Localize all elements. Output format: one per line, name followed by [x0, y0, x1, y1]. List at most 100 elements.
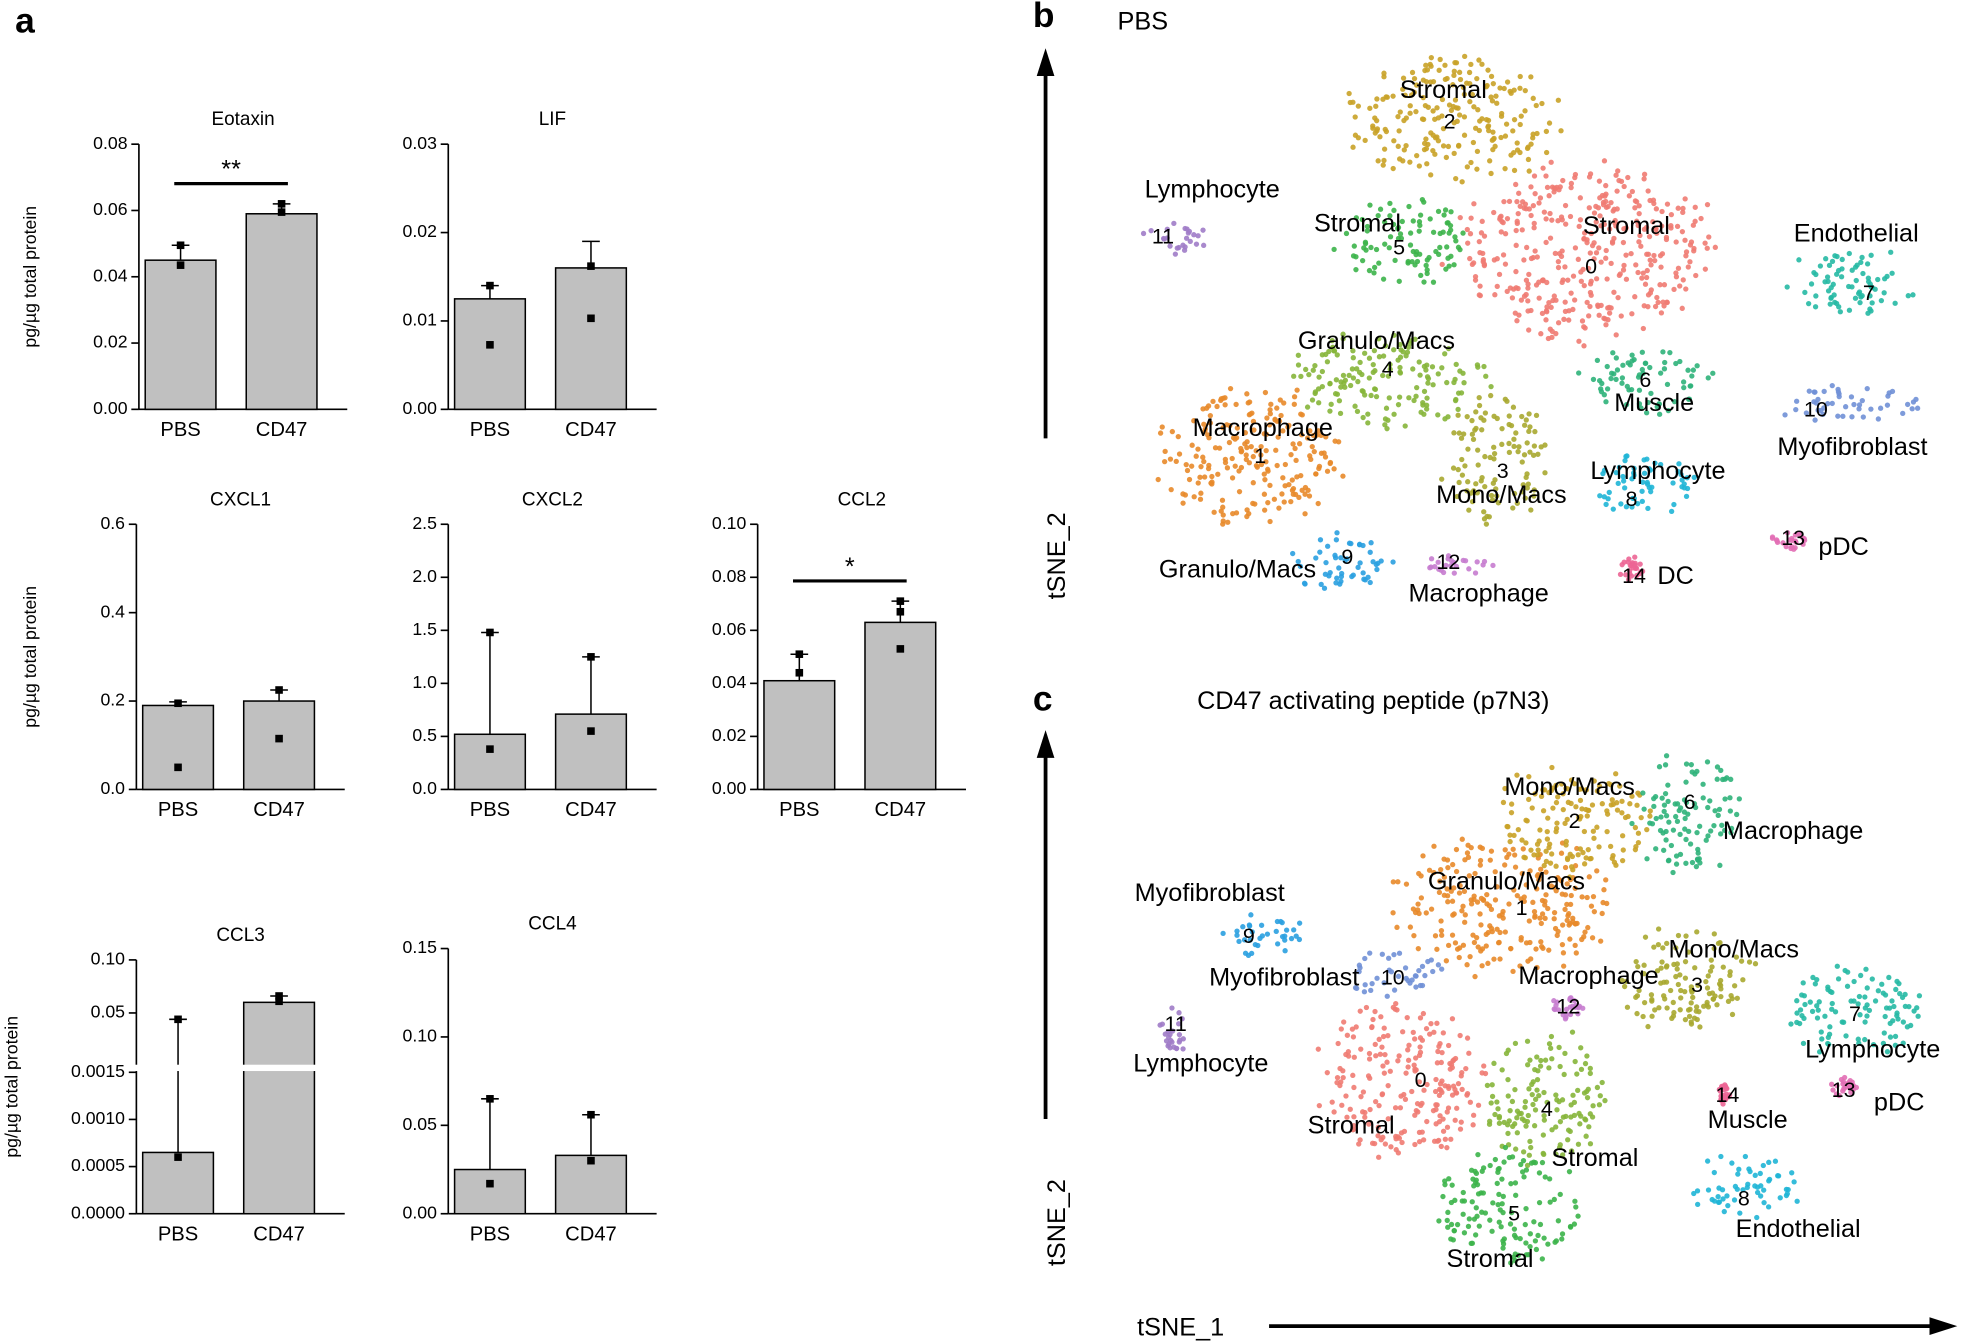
cell [1405, 1064, 1411, 1070]
cell [1656, 1005, 1662, 1011]
cell [1455, 412, 1461, 418]
cell [1664, 1005, 1670, 1011]
cell [1473, 1177, 1479, 1183]
cell [1202, 474, 1208, 480]
cell [1593, 276, 1600, 282]
cell [1461, 132, 1468, 138]
cell [1479, 116, 1485, 122]
cell [1702, 266, 1709, 272]
cell [1428, 1021, 1434, 1027]
cell [1626, 556, 1632, 562]
cluster-label: Macrophage [1193, 414, 1333, 442]
cell [1505, 1093, 1511, 1099]
cell [1904, 1024, 1911, 1030]
x-tick-label: CD47 [565, 419, 617, 441]
bar [453, 1168, 527, 1215]
cell [1184, 467, 1191, 474]
cell [1279, 934, 1286, 940]
cell [1505, 1076, 1511, 1083]
cell [1796, 257, 1802, 263]
cell [1438, 567, 1444, 573]
cell [1619, 977, 1625, 984]
cell [1501, 1159, 1507, 1165]
cell [1644, 856, 1650, 862]
cell [1567, 901, 1574, 907]
cell [1642, 281, 1649, 287]
cell [1267, 518, 1273, 525]
cell [1323, 434, 1329, 440]
cell [1488, 383, 1494, 390]
cell [1435, 559, 1441, 565]
cell [1498, 229, 1504, 235]
cell [1860, 414, 1866, 420]
cell [1838, 274, 1845, 280]
cell [1416, 228, 1422, 234]
cell [1446, 1176, 1452, 1182]
cell [1683, 253, 1689, 259]
cell [1568, 290, 1574, 296]
cell [1480, 1190, 1487, 1196]
cell [1561, 1071, 1567, 1078]
cell [1707, 968, 1714, 974]
cell [1334, 1074, 1341, 1081]
cell [1523, 840, 1529, 846]
cell [1564, 1011, 1570, 1017]
cell [1581, 236, 1587, 242]
cell [1401, 147, 1407, 153]
cell [1563, 1113, 1569, 1120]
cell [1520, 1158, 1527, 1164]
cell [1200, 227, 1206, 233]
cell [1546, 1041, 1553, 1047]
cell [1502, 847, 1508, 853]
cell [1536, 1199, 1543, 1206]
cell [1346, 90, 1352, 97]
cluster-label: Mono/Macs [1504, 773, 1635, 801]
cell [1603, 877, 1609, 883]
cell [1338, 384, 1344, 390]
cell [1180, 1046, 1186, 1052]
cell [1523, 1252, 1530, 1258]
cell [1815, 396, 1821, 403]
cell [1508, 1181, 1514, 1187]
cell [1538, 793, 1545, 800]
cell [1187, 238, 1193, 245]
cell [1549, 1056, 1555, 1062]
cell [1565, 1127, 1572, 1133]
cell [1825, 1034, 1831, 1040]
cell [1538, 920, 1544, 927]
cell [1603, 198, 1609, 205]
cell [1318, 432, 1324, 439]
cell [1543, 216, 1549, 222]
cell [1833, 1091, 1840, 1097]
cell [1524, 440, 1530, 446]
cell [1523, 417, 1529, 423]
significance-label: ** [221, 156, 241, 184]
cell [1501, 198, 1507, 205]
cell [1494, 100, 1500, 106]
cell [1395, 973, 1402, 979]
cell [1572, 885, 1578, 891]
cell [1821, 388, 1827, 395]
cell [1654, 294, 1660, 301]
cluster-id: 7 [1849, 1002, 1861, 1026]
cell [1362, 241, 1369, 247]
cell [1339, 1102, 1345, 1108]
cell [1875, 276, 1881, 283]
bar [763, 679, 836, 791]
cell [1706, 234, 1712, 240]
cell [1453, 563, 1459, 570]
cluster-label: Myofibroblast [1777, 433, 1927, 461]
cell [1477, 862, 1483, 868]
cell [1851, 401, 1857, 408]
cell [1417, 251, 1423, 257]
cell [1452, 59, 1458, 66]
cell [1540, 808, 1547, 814]
cell [1555, 794, 1561, 800]
cell [1390, 221, 1397, 228]
cell [1853, 277, 1859, 284]
cell [1500, 1238, 1506, 1244]
cell [1540, 165, 1546, 171]
cell [1774, 539, 1781, 545]
cell [1868, 252, 1874, 258]
cell [1453, 361, 1459, 368]
